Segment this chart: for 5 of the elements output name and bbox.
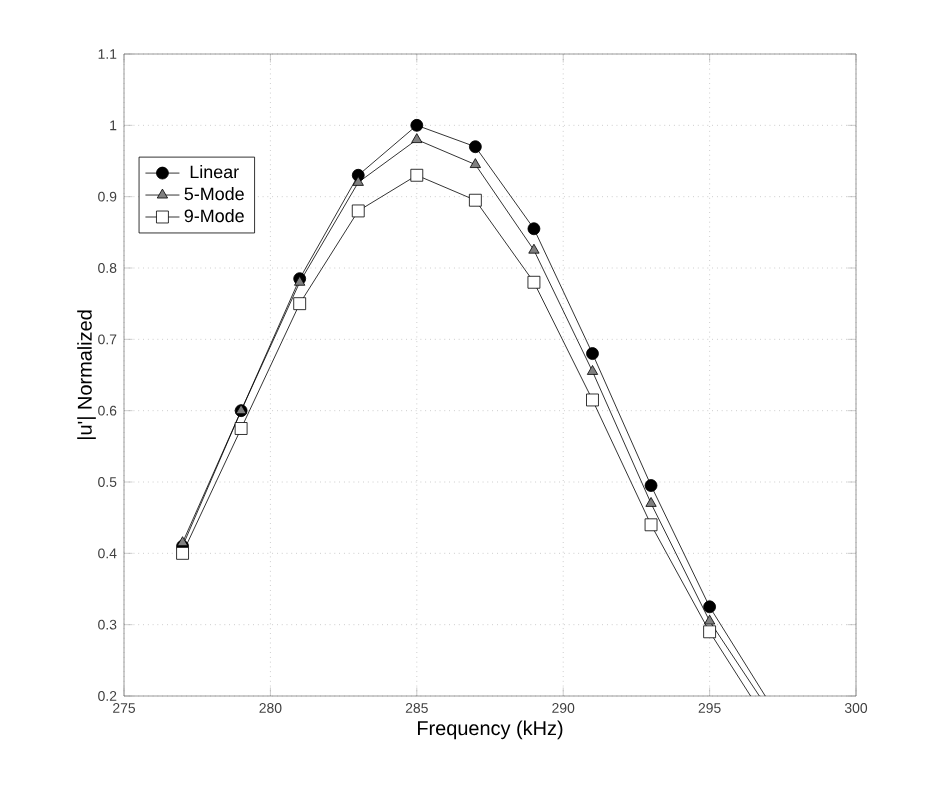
- legend-label: 5-Mode: [184, 187, 244, 201]
- legend-label: 9-Mode: [184, 209, 244, 223]
- y-axis-title: |u'| Normalized: [77, 310, 96, 439]
- legend-label: Linear: [190, 165, 239, 179]
- x-axis-title: Frequency (kHz): [418, 720, 563, 740]
